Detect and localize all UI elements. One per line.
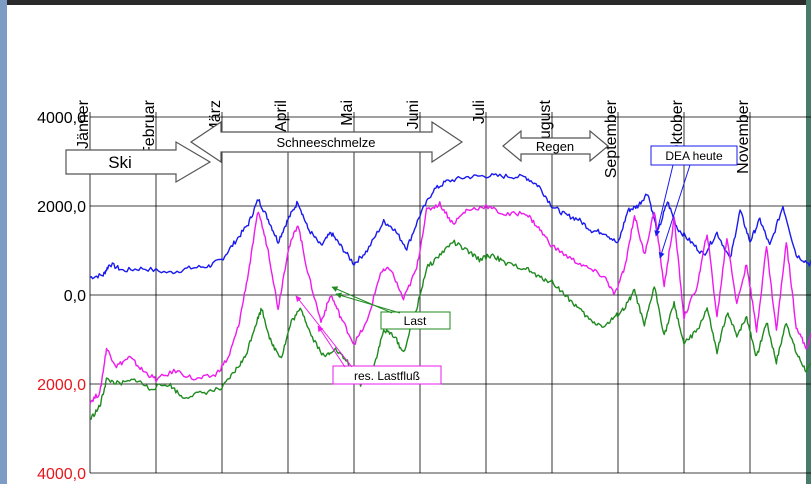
series-line-last [89, 239, 811, 421]
res-label: res. Lastfluß [354, 369, 420, 383]
dea-label: DEA heute [665, 149, 723, 163]
month-labels: Jänner Februar März April Mai Juni Juli August S… [75, 99, 752, 178]
frame-top-bar [0, 0, 811, 5]
series-line-dea [89, 173, 811, 280]
month-label: August [537, 99, 554, 149]
frame-right-bar [806, 0, 811, 484]
y-axis-labels: 4000,0 2000,0 0,0 2000,0 4000,0 [37, 110, 86, 483]
y-tick-label: 2000,0 [37, 377, 86, 394]
month-label: September [603, 99, 620, 178]
month-label: Jänner [75, 99, 92, 149]
y-tick-label: 0,0 [64, 288, 86, 305]
rain-arrow: Regen [502, 129, 609, 163]
last-label: Last [404, 314, 427, 328]
month-label: Mai [339, 100, 356, 126]
snowmelt-arrow: Schneeschmelze [189, 120, 464, 164]
dea-annotation: DEA heute [650, 145, 738, 259]
y-tick-label: 4000,0 [37, 110, 86, 127]
month-label: November [735, 99, 752, 173]
series-layer [89, 173, 811, 421]
month-label: Juni [405, 100, 422, 129]
last-annotation: Last [331, 286, 451, 330]
snowmelt-label: Schneeschmelze [277, 135, 376, 150]
month-label: Februar [141, 99, 158, 156]
series-line-res [89, 201, 811, 405]
month-label: Juli [471, 100, 488, 124]
ski-label: Ski [108, 153, 132, 172]
rain-label: Regen [536, 139, 574, 154]
month-label: Oktober [669, 99, 686, 157]
res-annotation: res. Lastfluß [295, 295, 442, 385]
y-tick-label: 2000,0 [37, 199, 86, 216]
ski-arrow: Ski [65, 140, 212, 184]
frame-left-bar [0, 0, 7, 484]
month-label: April [273, 100, 290, 132]
y-tick-label: 4000,0 [37, 466, 86, 483]
